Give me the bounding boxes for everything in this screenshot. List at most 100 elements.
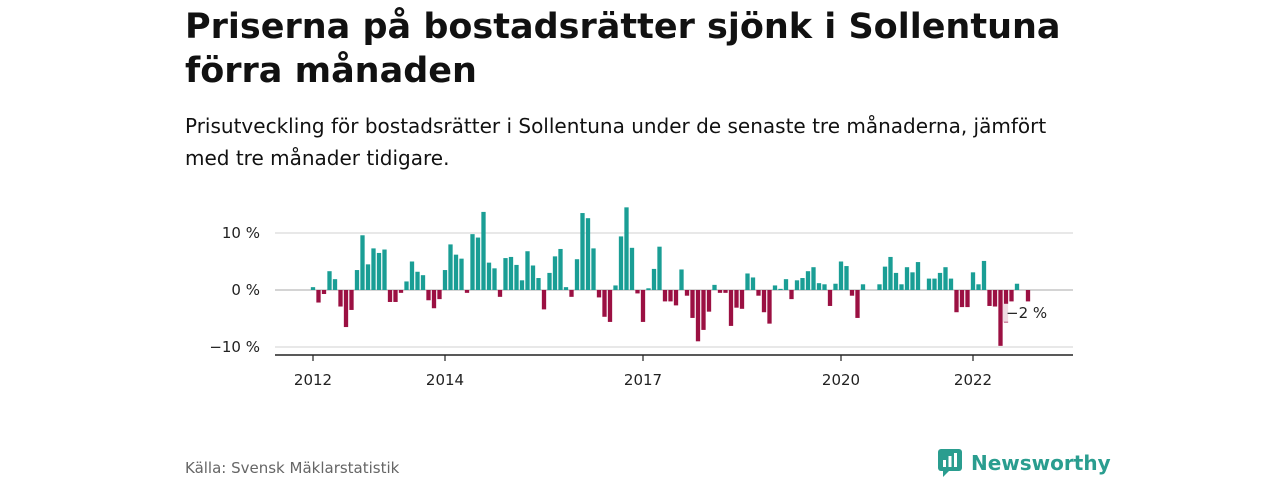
bar	[679, 269, 684, 290]
bar	[728, 290, 734, 326]
bar	[569, 290, 574, 297]
bar	[387, 290, 393, 302]
bar	[822, 284, 827, 290]
bar	[470, 234, 475, 290]
bar	[1014, 283, 1020, 290]
bar	[662, 290, 668, 302]
bar	[426, 290, 431, 301]
bar	[343, 290, 349, 328]
annotation-background	[1004, 303, 1048, 322]
bar	[580, 213, 585, 290]
bar	[349, 290, 354, 310]
bar	[882, 266, 888, 290]
bar	[838, 261, 844, 290]
bar	[1025, 290, 1031, 302]
x-tick-label: 2017	[624, 371, 662, 389]
bar	[607, 290, 613, 322]
bar	[794, 280, 800, 290]
bar	[668, 290, 673, 302]
bar	[376, 252, 382, 290]
bar	[904, 267, 910, 290]
bar	[536, 278, 541, 290]
bar	[558, 248, 563, 290]
bar	[778, 288, 783, 290]
bar	[563, 287, 569, 290]
bar	[530, 265, 536, 290]
bar	[420, 275, 426, 290]
bar	[816, 283, 822, 290]
bar	[635, 290, 640, 294]
x-tick-label: 2020	[822, 371, 860, 389]
bar	[932, 278, 937, 290]
bar	[492, 268, 497, 290]
bar	[888, 256, 893, 290]
bar	[937, 272, 943, 290]
bar	[640, 290, 646, 322]
bar	[475, 237, 481, 290]
bar	[783, 279, 789, 290]
logo-text: Newsworthy	[971, 451, 1111, 475]
bar	[673, 290, 679, 306]
bar	[739, 290, 745, 309]
bar	[541, 290, 547, 310]
bar	[382, 249, 387, 290]
bar	[354, 270, 360, 290]
bar	[459, 258, 464, 290]
bar	[998, 290, 1003, 346]
x-tick-label: 2012	[294, 371, 332, 389]
bar	[723, 290, 728, 293]
bar	[800, 278, 805, 290]
bar	[431, 290, 437, 309]
bar	[547, 272, 552, 290]
bar	[613, 285, 618, 290]
bar	[860, 284, 866, 290]
bar	[651, 268, 657, 290]
bar	[761, 290, 767, 313]
bar	[602, 290, 607, 317]
bar	[646, 288, 651, 290]
x-tick-label: 2022	[954, 371, 992, 389]
bar	[448, 244, 453, 290]
bar	[486, 262, 492, 290]
bar	[695, 290, 701, 342]
bar	[596, 290, 602, 298]
bar	[970, 272, 976, 290]
bar	[756, 290, 761, 296]
bar	[893, 272, 899, 290]
y-tick-label: 0 %	[231, 281, 260, 299]
bar	[910, 272, 915, 290]
bar	[497, 290, 503, 297]
bar	[987, 290, 992, 306]
bar	[321, 290, 327, 294]
bar	[706, 290, 712, 312]
bar	[519, 280, 525, 290]
bar	[398, 290, 404, 293]
bar	[657, 246, 662, 290]
bar	[525, 251, 530, 290]
source-note: Källa: Svensk Mäklarstatistik	[185, 459, 400, 477]
bar	[327, 271, 332, 290]
bar	[629, 247, 635, 290]
bar	[926, 278, 932, 290]
bar	[310, 287, 316, 290]
y-tick-label: 10 %	[222, 224, 260, 242]
brand-logo: Newsworthy	[937, 448, 1111, 478]
bar	[789, 290, 794, 300]
bar	[442, 270, 448, 290]
bar	[767, 290, 772, 324]
bar	[849, 290, 855, 296]
y-tick-label: −10 %	[209, 338, 260, 356]
bar	[811, 267, 816, 290]
axes	[275, 354, 1073, 361]
bar	[805, 271, 811, 290]
bar	[371, 248, 376, 290]
bar	[954, 290, 959, 313]
bar	[481, 211, 486, 290]
bar	[618, 236, 624, 290]
bar	[464, 290, 470, 293]
bar	[437, 290, 442, 300]
bar	[591, 248, 596, 290]
bar	[574, 259, 580, 290]
bar	[855, 290, 860, 318]
price-change-chart: 10 % 0 % −10 % 2012 2014 2017 2020 2022 −2 %	[209, 207, 1073, 389]
